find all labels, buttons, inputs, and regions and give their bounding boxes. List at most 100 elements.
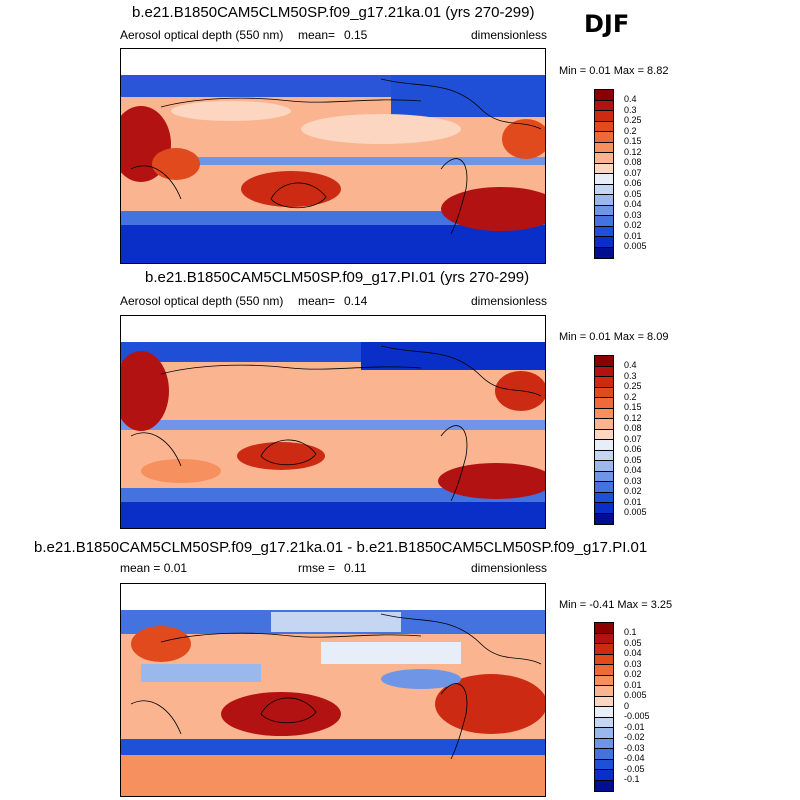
colorbar-swatch — [595, 450, 613, 461]
colorbar-swatch — [595, 654, 613, 665]
colorbar-label: 0.12 — [624, 146, 642, 157]
colorbar-label: 0.06 — [624, 178, 642, 188]
panel-2-mean-value: 0.14 — [344, 294, 368, 308]
panel-3-map-field — [121, 610, 545, 796]
colorbar-swatch — [595, 408, 613, 419]
colorbar-swatch — [595, 398, 613, 409]
panel-2-units: dimensionless — [471, 294, 548, 308]
colorbar-label: -0.02 — [624, 732, 645, 742]
colorbar-swatch — [595, 377, 613, 388]
colorbar-label: 0.1 — [624, 627, 637, 637]
panel-3-rmse-label: rmse = — [298, 561, 336, 575]
panel-1-minmax: Min = 0.01 Max = 8.82 — [559, 65, 669, 77]
colorbar-swatch — [595, 429, 613, 440]
colorbar-label: 0.005 — [624, 690, 647, 700]
colorbar-swatch — [595, 770, 613, 781]
colorbar-swatch — [595, 366, 613, 377]
colorbar-swatch — [595, 121, 613, 132]
colorbar-label: 0.005 — [624, 507, 647, 517]
colorbar-label: 0.4 — [624, 94, 637, 104]
colorbar-swatch — [595, 440, 613, 451]
colorbar-swatch — [595, 356, 613, 367]
colorbar-label: 0.01 — [624, 230, 642, 241]
colorbar-swatch — [595, 184, 613, 195]
colorbar-label: 0.01 — [624, 679, 642, 690]
panel-2-title: b.e21.B1850CAM5CLM50SP.f09_g17.PI.01 (yr… — [145, 269, 530, 286]
panel-1-title: b.e21.B1850CAM5CLM50SP.f09_g17.21ka.01 (… — [132, 4, 535, 21]
colorbar-swatch — [595, 387, 613, 398]
colorbar-label: 0.2 — [624, 391, 637, 402]
panel-3-colorbar — [594, 622, 614, 792]
colorbar-swatch — [595, 247, 613, 258]
colorbar-swatch — [595, 132, 613, 143]
panel-3-map — [120, 583, 546, 797]
colorbar-label: 0.3 — [624, 104, 637, 115]
colorbar-label: 0.03 — [624, 658, 642, 669]
colorbar-swatch — [595, 686, 613, 697]
panel-1-map — [120, 48, 546, 264]
panel-3-minmax: Min = -0.41 Max = 3.25 — [559, 599, 673, 611]
panel-3-rmse-value: 0.11 — [344, 561, 367, 575]
colorbar-swatch — [595, 111, 613, 122]
colorbar-label: 0.3 — [624, 370, 637, 381]
colorbar-swatch — [595, 675, 613, 686]
colorbar-swatch — [595, 738, 613, 749]
colorbar-label: 0.05 — [624, 188, 642, 199]
colorbar-swatch — [595, 728, 613, 739]
panel-2-colorbar — [594, 355, 614, 525]
colorbar-swatch — [595, 90, 613, 101]
colorbar-swatch — [595, 482, 613, 493]
colorbar-swatch — [595, 461, 613, 472]
colorbar-swatch — [595, 665, 613, 676]
colorbar-label: 0.01 — [624, 496, 642, 507]
panel-2-colorbar-labels: 0.4 0.3 0.25 0.2 0.15 0.12 0.08 0.07 0.06 0.05 0.0… — [598, 355, 658, 523]
colorbar-label: 0.03 — [624, 475, 642, 486]
colorbar-swatch — [595, 100, 613, 111]
colorbar-swatch — [595, 633, 613, 644]
colorbar-label: 0.07 — [624, 167, 642, 178]
panel-3-title: b.e21.B1850CAM5CLM50SP.f09_g17.21ka.01 -… — [34, 539, 648, 556]
colorbar-label: -0.04 — [624, 753, 645, 763]
colorbar-label: 0.04 — [624, 465, 642, 475]
colorbar-swatch — [595, 749, 613, 760]
colorbar-label: 0.005 — [624, 241, 647, 251]
colorbar-label: 0.03 — [624, 209, 642, 220]
colorbar-label: 0.02 — [624, 486, 642, 496]
colorbar-swatch — [595, 644, 613, 655]
colorbar-swatch — [595, 503, 613, 514]
panel-2-map-field — [121, 342, 545, 528]
colorbar-label: 0.15 — [624, 136, 642, 146]
panel-1-units: dimensionless — [471, 28, 548, 42]
colorbar-swatch — [595, 153, 613, 164]
panel-1-variable-label: Aerosol optical depth (550 nm) — [120, 28, 284, 42]
colorbar-swatch — [595, 419, 613, 430]
colorbar-label: 0.12 — [624, 412, 642, 423]
colorbar-label: 0.05 — [624, 637, 642, 648]
colorbar-swatch — [595, 142, 613, 153]
panel-3-units: dimensionless — [471, 561, 548, 575]
panel-1-mean-value: 0.15 — [344, 28, 368, 42]
colorbar-swatch — [595, 623, 613, 634]
colorbar-swatch — [595, 174, 613, 185]
panel-2-mean-label: mean= — [298, 294, 336, 308]
colorbar-swatch — [595, 205, 613, 216]
colorbar-label: 0.25 — [624, 381, 642, 391]
panel-1-colorbar — [594, 89, 614, 259]
colorbar-label: 0.02 — [624, 220, 642, 230]
colorbar-swatch — [595, 163, 613, 174]
colorbar-swatch — [595, 707, 613, 718]
panel-2-variable-label: Aerosol optical depth (550 nm) — [120, 294, 284, 308]
colorbar-label: 0.08 — [624, 423, 642, 433]
colorbar-label: -0.005 — [624, 711, 650, 721]
colorbar-label: 0.2 — [624, 125, 637, 136]
colorbar-label: 0.08 — [624, 157, 642, 167]
colorbar-label: -0.05 — [624, 763, 645, 774]
panel-2-minmax: Min = 0.01 Max = 8.09 — [559, 331, 669, 343]
colorbar-swatch — [595, 226, 613, 237]
colorbar-label: 0.06 — [624, 444, 642, 454]
colorbar-swatch — [595, 759, 613, 770]
colorbar-label: 0 — [624, 700, 630, 711]
colorbar-label: 0.02 — [624, 669, 642, 679]
colorbar-label: 0.04 — [624, 648, 642, 658]
colorbar-swatch — [595, 492, 613, 503]
